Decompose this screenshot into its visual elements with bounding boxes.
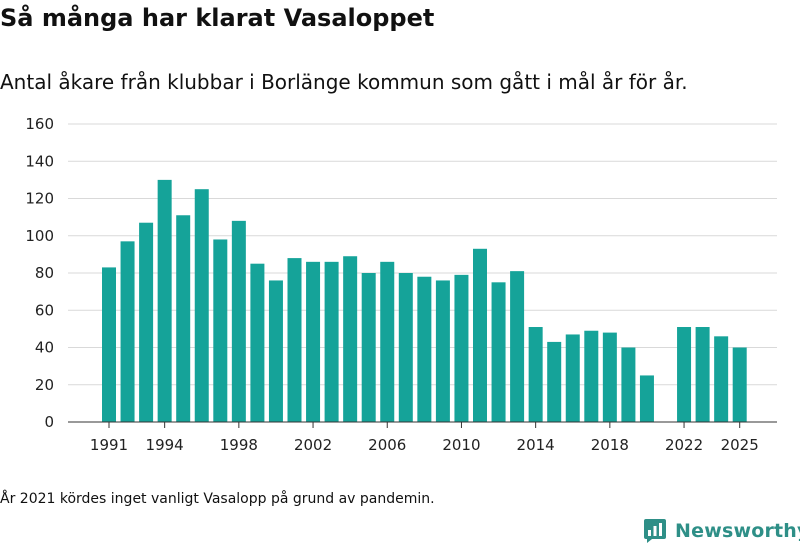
bar-2003 [324,261,339,422]
y-tick-label: 0 [44,413,54,431]
chart-subtitle: Antal åkare från klubbar i Borlänge komm… [0,70,688,94]
bar-2025 [732,347,747,422]
bar-1994 [157,179,172,423]
bar-2000 [268,280,283,422]
bar-2023 [695,327,710,422]
x-tick-label: 2022 [665,436,703,454]
bar-2011 [473,248,487,422]
bar-1999 [250,263,265,422]
bar-chart: 0 20 40 60 80 100 120 140 160 1991 1994 1998 2002 200… [25,115,777,454]
bar-2017 [584,330,599,422]
brand-name: Newsworthy [675,520,800,542]
bar-2012 [491,282,506,422]
bar-1997 [213,239,228,422]
x-tick-label: 2010 [442,436,480,454]
y-tick-label: 140 [25,152,54,170]
y-tick-label: 120 [25,190,54,208]
x-tick-label: 2002 [294,436,332,454]
bar-1995 [176,215,191,422]
bar-2020 [639,375,654,422]
y-tick-label: 80 [35,264,54,282]
bar-2010 [454,274,469,422]
bar-2009 [435,280,450,422]
x-tick-label: 1994 [146,436,184,454]
bar-2004 [343,256,358,422]
bar-2001 [287,258,302,422]
bar-2018 [602,332,617,422]
bar-2014 [528,327,543,422]
bar-1998 [231,220,246,422]
bar-2006 [380,261,395,422]
bar-2015 [547,341,562,422]
x-tick-label: 2018 [591,436,629,454]
bar-1991 [102,267,116,422]
bar-1992 [120,241,135,422]
bar-2008 [417,276,432,422]
brand-logo: Newsworthy [643,518,800,544]
y-tick-label: 100 [25,227,54,245]
chart-title: Så många har klarat Vasaloppet [0,4,435,32]
bar-1996 [194,189,209,422]
bar-2019 [621,347,636,422]
y-tick-label: 160 [25,115,54,133]
y-tick-label: 60 [35,301,54,319]
x-tick-label: 1991 [90,436,128,454]
footnote: År 2021 kördes inget vanligt Vasalopp på… [0,491,435,507]
x-tick-label: 1998 [220,436,258,454]
bar-2016 [565,334,580,422]
y-tick-label: 20 [35,376,54,394]
x-tick-label: 2025 [721,436,759,454]
bar-2007 [398,273,413,422]
bar-2013 [510,271,525,422]
x-tick-label: 2006 [368,436,406,454]
bar-1993 [139,222,154,422]
bar-2002 [306,261,321,422]
bar-2024 [714,336,729,422]
y-tick-label: 40 [35,339,54,357]
bar-2022 [677,327,692,422]
newsworthy-logo-icon [644,519,666,543]
x-tick-label: 2014 [517,436,555,454]
bar-2005 [361,273,376,422]
